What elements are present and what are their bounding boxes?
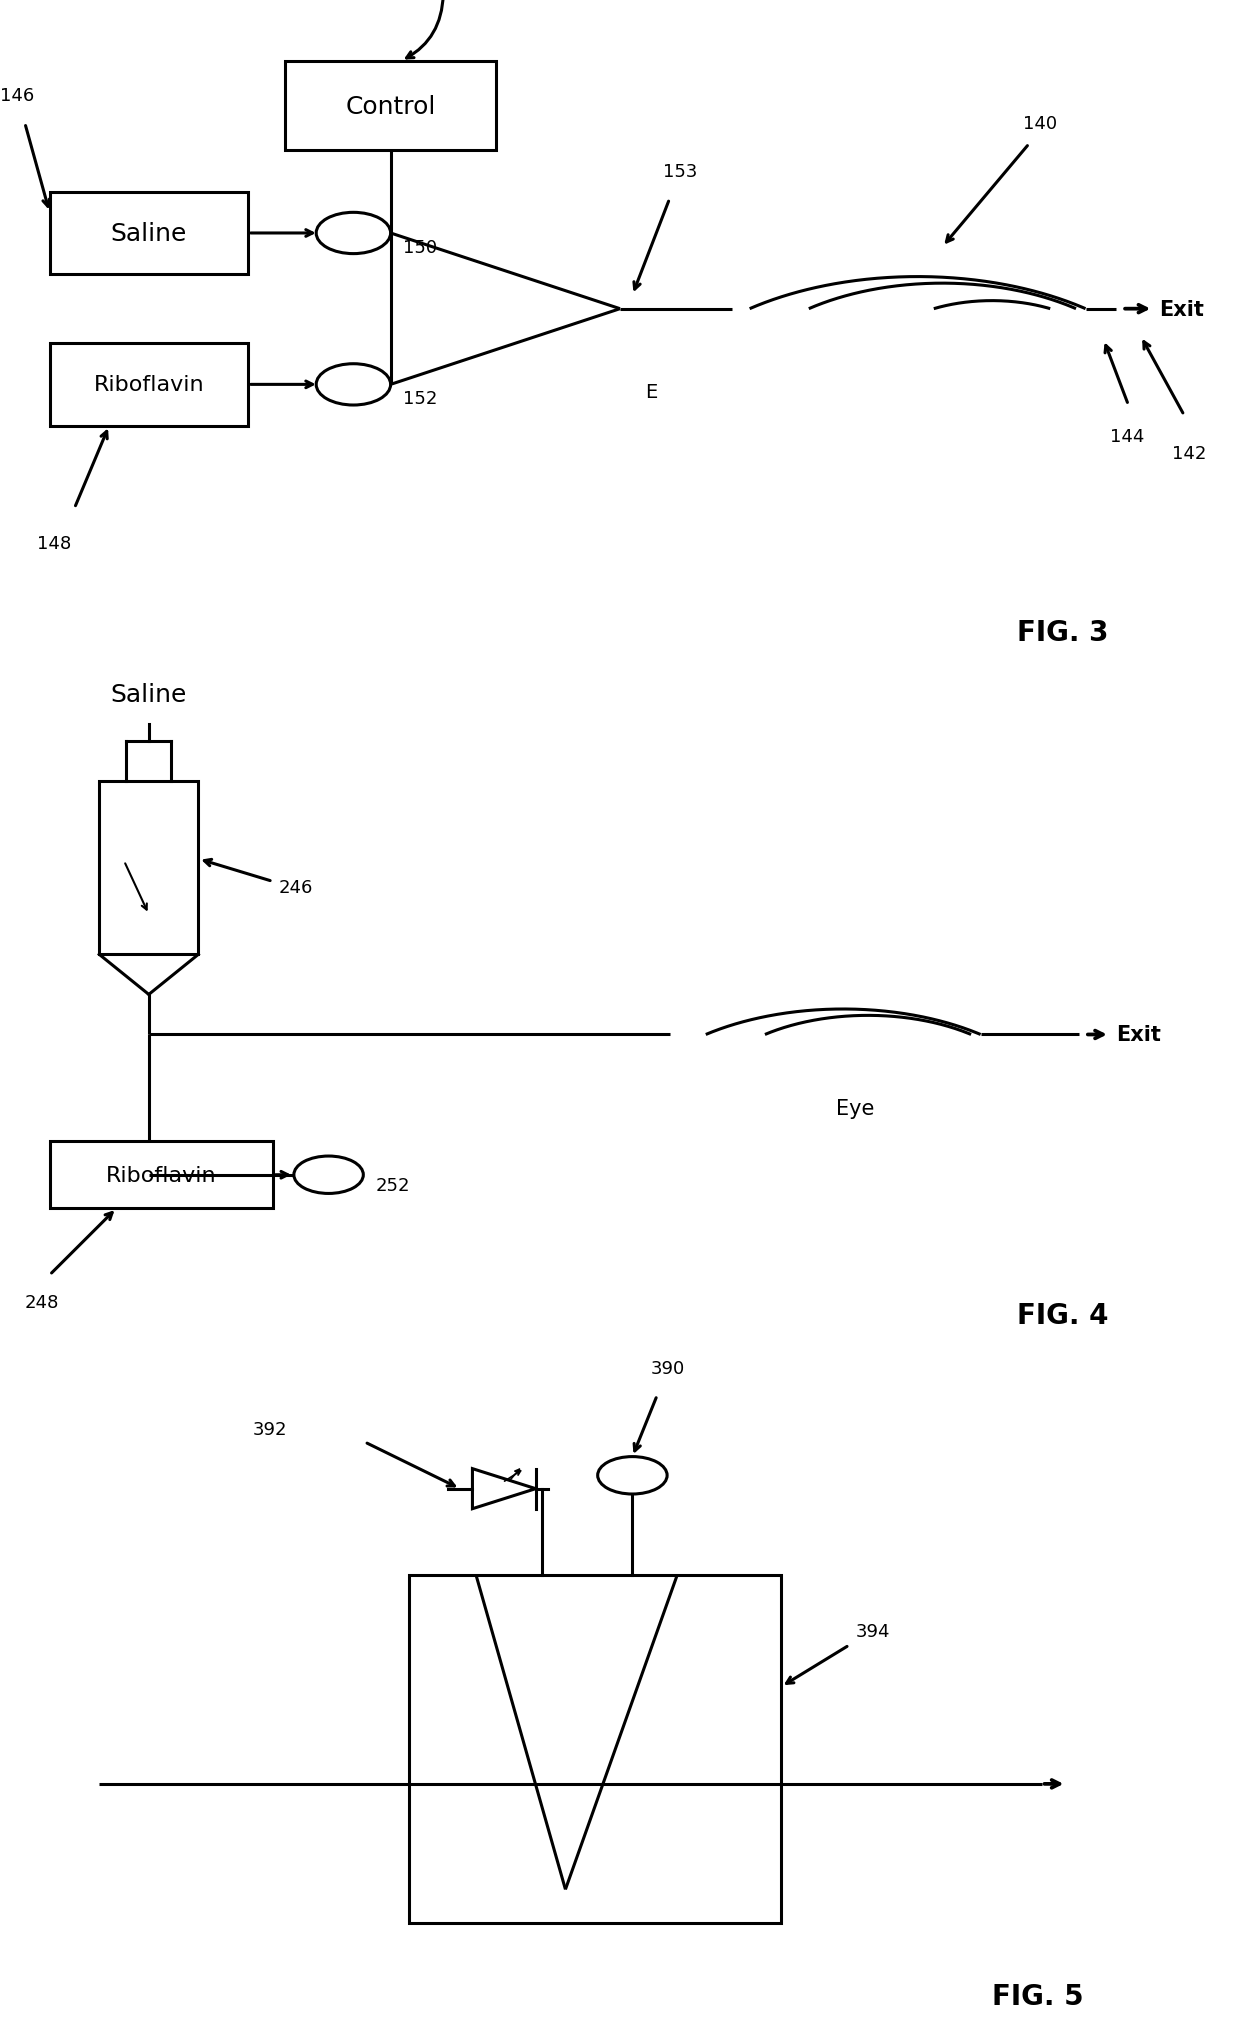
Text: 146: 146 [0, 87, 35, 105]
Text: 394: 394 [856, 1622, 890, 1641]
Bar [50, 344, 248, 427]
Bar [99, 781, 198, 955]
Bar [50, 1141, 273, 1208]
Text: FIG. 5: FIG. 5 [992, 1983, 1084, 2011]
Text: Control: Control [346, 95, 435, 119]
Text: Exit: Exit [1159, 299, 1204, 320]
Bar [50, 192, 248, 275]
Bar [409, 1576, 781, 1922]
Text: Saline: Saline [110, 682, 187, 706]
Text: 390: 390 [651, 1359, 686, 1378]
Text: Riboflavin: Riboflavin [105, 1165, 217, 1185]
Bar [285, 63, 496, 152]
Text: 392: 392 [253, 1420, 288, 1438]
Text: Eye: Eye [837, 1098, 874, 1119]
Text: 248: 248 [25, 1293, 60, 1311]
Text: 252: 252 [376, 1175, 410, 1194]
Text: FIG. 4: FIG. 4 [1017, 1301, 1109, 1329]
Text: 144: 144 [1110, 427, 1145, 445]
Text: FIG. 3: FIG. 3 [1017, 619, 1109, 647]
Text: 153: 153 [663, 164, 698, 180]
Text: 140: 140 [1023, 115, 1058, 134]
Circle shape [316, 364, 391, 407]
Text: Riboflavin: Riboflavin [93, 374, 205, 394]
Text: 148: 148 [37, 534, 72, 552]
Text: 142: 142 [1172, 445, 1207, 463]
Circle shape [598, 1457, 667, 1495]
Text: 246: 246 [279, 878, 314, 896]
Text: 150: 150 [403, 239, 438, 257]
Text: E: E [645, 382, 657, 401]
Text: Exit: Exit [1116, 1026, 1161, 1046]
Circle shape [316, 212, 391, 255]
Text: Saline: Saline [110, 223, 187, 247]
Circle shape [294, 1157, 363, 1194]
Text: 152: 152 [403, 390, 438, 409]
